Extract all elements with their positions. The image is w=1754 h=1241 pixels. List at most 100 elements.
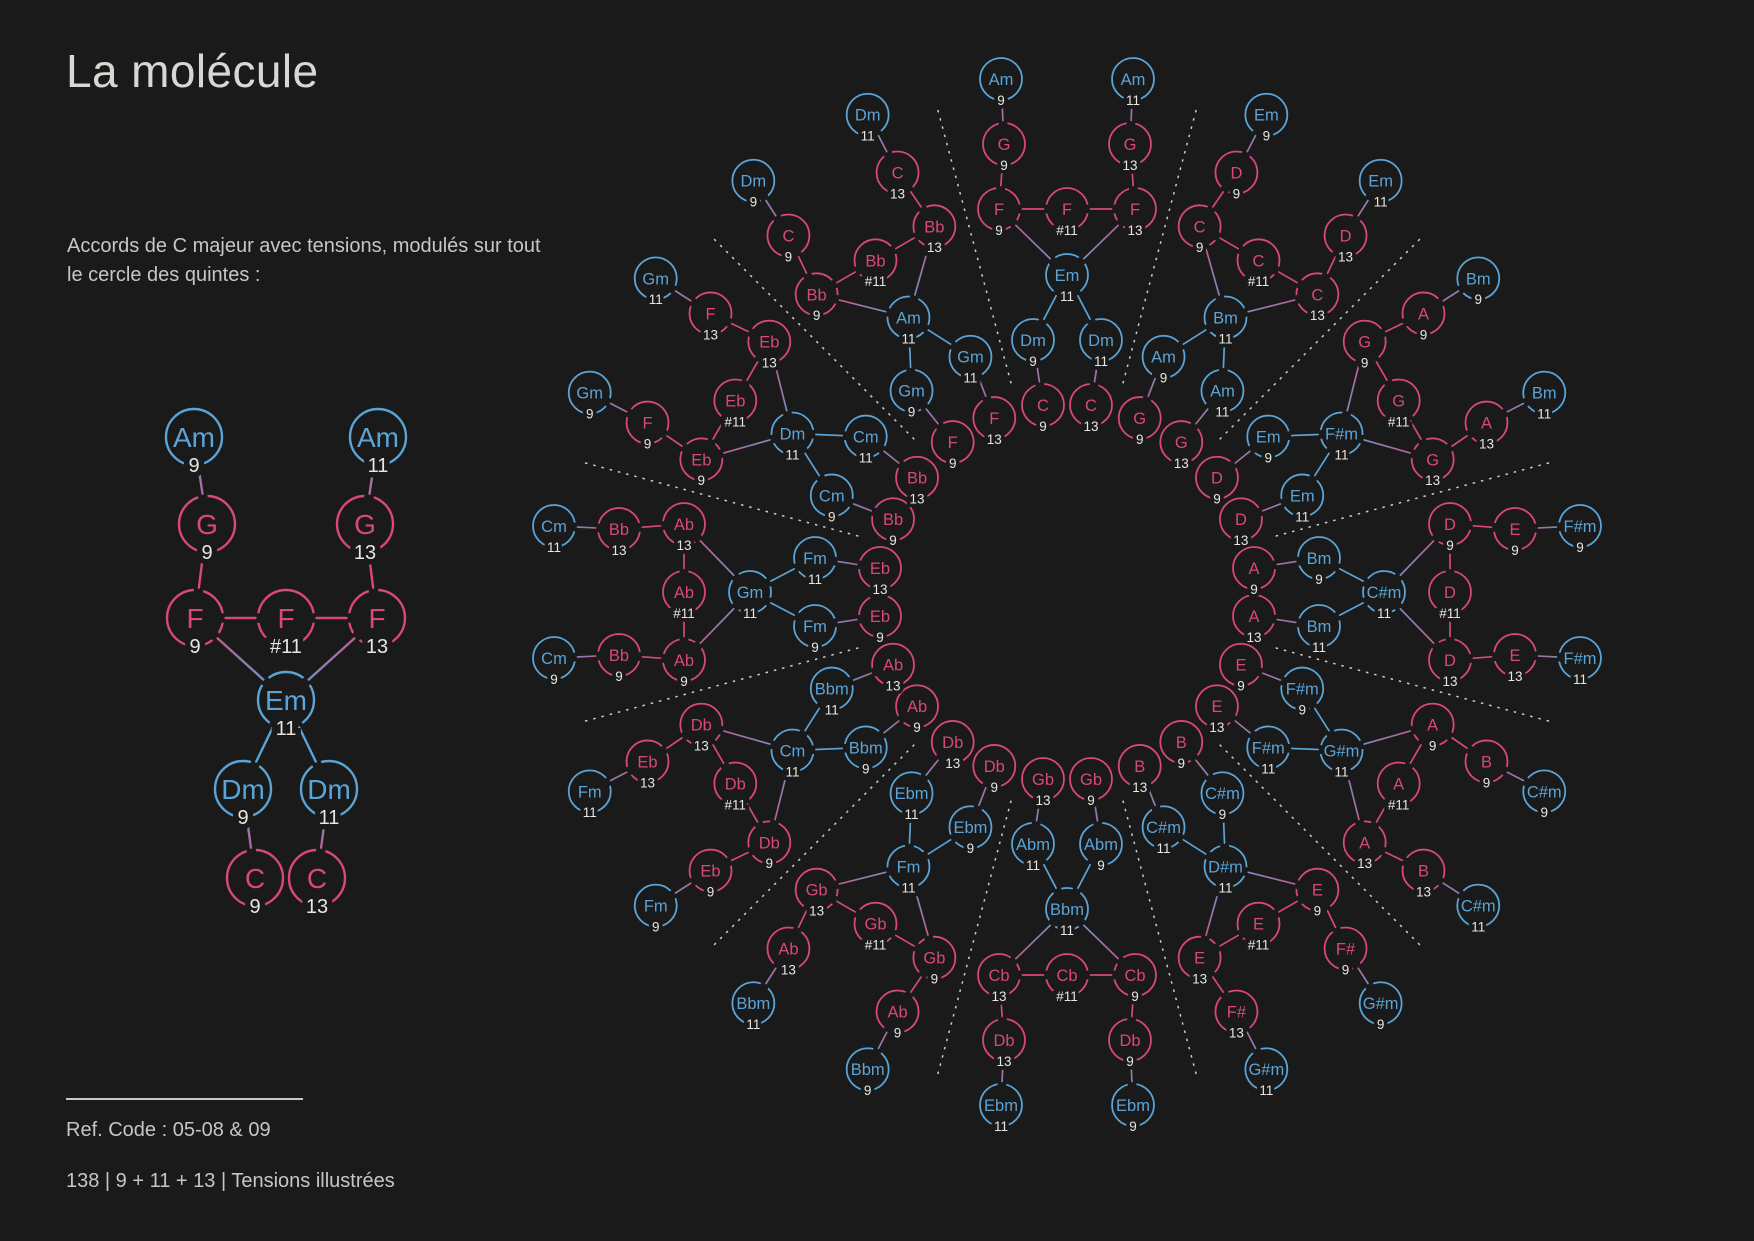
tension-label: 9 [876, 630, 884, 645]
bond [1385, 851, 1404, 862]
tension-label: 13 [1233, 533, 1248, 548]
sector-molecule-Db: Bbm 9 Bbm 11 Ab 9 Ab 13 Gb 9 Gb #11 Gb 13 Fm 11 Ebm 9 Ebm 1… [731, 720, 1017, 1102]
bond [1222, 815, 1226, 844]
tension-label: 11 [319, 807, 340, 829]
chord-node-circle [930, 720, 975, 764]
bond [978, 786, 987, 807]
chord-label: Cm [541, 518, 567, 536]
bond [1326, 255, 1337, 274]
tension-label: 13 [1174, 456, 1189, 471]
tension-label: 11 [808, 572, 822, 587]
chord-label: F#m [1564, 650, 1597, 668]
tension-label: #11 [725, 414, 747, 429]
chord-label: Bm [1307, 618, 1332, 636]
chord-label: Ebm [984, 1097, 1018, 1115]
tension-label: 11 [547, 540, 561, 555]
footer-rule [66, 1098, 303, 1100]
bond [746, 803, 759, 823]
tension-label: 11 [1573, 672, 1587, 687]
bond [712, 744, 725, 764]
chord-label: Ab [674, 584, 694, 602]
chord-label: Gb [923, 950, 945, 968]
page-subtitle: Accords de C majeur avec tensions, modul… [67, 232, 541, 290]
tension-label: 11 [963, 371, 977, 386]
chord-label: B [1134, 758, 1145, 776]
chord-node-circle [567, 370, 612, 415]
chord-node-circle [1410, 702, 1455, 747]
chord-label: Em [1290, 487, 1315, 505]
tension-label: 13 [996, 1054, 1011, 1069]
chord-node-circle [972, 744, 1017, 788]
tension-label: 13 [1035, 793, 1050, 808]
tension-label: 9 [680, 674, 688, 689]
chord-node-circle [713, 378, 758, 423]
chord-node-circle [1358, 158, 1403, 203]
tension-label: 9 [862, 761, 870, 776]
bond [368, 465, 375, 496]
chord-label: Gb [1080, 771, 1102, 789]
bond [1219, 237, 1239, 250]
chord-label: Eb [725, 392, 745, 410]
bond [1472, 655, 1493, 660]
bond [1077, 294, 1091, 321]
chord-node-circle [912, 935, 957, 980]
chord-node-circle [809, 473, 854, 518]
chord-label: C [1037, 397, 1049, 415]
bond [1035, 801, 1041, 822]
sector-separator [935, 800, 1012, 1080]
chord-label: C [1311, 286, 1323, 304]
chord-label: Eb [691, 451, 711, 469]
bond [1001, 1062, 1004, 1083]
bond [367, 553, 375, 589]
tension-label: 13 [1192, 972, 1207, 987]
sector-molecule-Gb: Ebm 9 Ebm 11 Db 9 Db 13 Cb 9 Cb #11 Cb 13 Bbm 11 Abm 9 Abm… [977, 757, 1157, 1138]
tension-label: 9 [615, 669, 623, 684]
tension-label: 11 [825, 702, 839, 717]
bond [197, 553, 205, 589]
tension-label: 13 [1083, 419, 1098, 434]
bond [723, 439, 771, 454]
tension-label: 9 [1029, 354, 1037, 369]
chord-label: Bb [907, 470, 927, 488]
chord-node-circle [794, 272, 839, 317]
chord-label: Bm [1213, 309, 1238, 327]
tension-label: 11 [994, 1119, 1008, 1134]
chord-label: C [245, 863, 265, 894]
chord-label: G#m [1363, 995, 1399, 1013]
chord-label: Dm [741, 173, 767, 191]
bond [1043, 863, 1057, 890]
chord-label: C [1194, 218, 1206, 236]
tension-label: 9 [1475, 292, 1483, 307]
bond [1247, 871, 1296, 885]
subtitle-line-1: Accords de C majeur avec tensions, modul… [67, 235, 541, 257]
chord-node-circle [1401, 848, 1446, 893]
bond [1234, 720, 1251, 734]
chord-node-circle [1159, 420, 1204, 464]
chord-node-circle [895, 684, 939, 729]
bond [746, 361, 759, 381]
tension-label: 9 [1483, 775, 1491, 790]
chord-label: C [892, 164, 904, 182]
chord-label: Ab [883, 657, 903, 675]
tension-label: 11 [1312, 640, 1326, 655]
tension-label: 9 [1178, 756, 1186, 771]
chord-label: A [1248, 608, 1259, 626]
tension-label: 9 [1126, 1054, 1134, 1069]
chord-label: Eb [870, 560, 890, 578]
chord-label: G [1392, 392, 1405, 410]
chord-node-circle [625, 739, 670, 784]
chord-label: Bbm [815, 680, 849, 698]
chord-label: Bb [609, 647, 629, 665]
chord-node-circle [809, 666, 854, 711]
chord-node-circle [713, 761, 758, 806]
bond [699, 608, 735, 644]
bond [908, 815, 912, 844]
bond [1375, 803, 1388, 823]
chord-label: Bm [1466, 270, 1491, 288]
chord-label: F [705, 305, 715, 323]
chord-label: F [994, 201, 1004, 219]
tension-label: 9 [1377, 1017, 1385, 1032]
tension-label: #11 [673, 606, 695, 621]
chord-node-circle [728, 570, 772, 614]
